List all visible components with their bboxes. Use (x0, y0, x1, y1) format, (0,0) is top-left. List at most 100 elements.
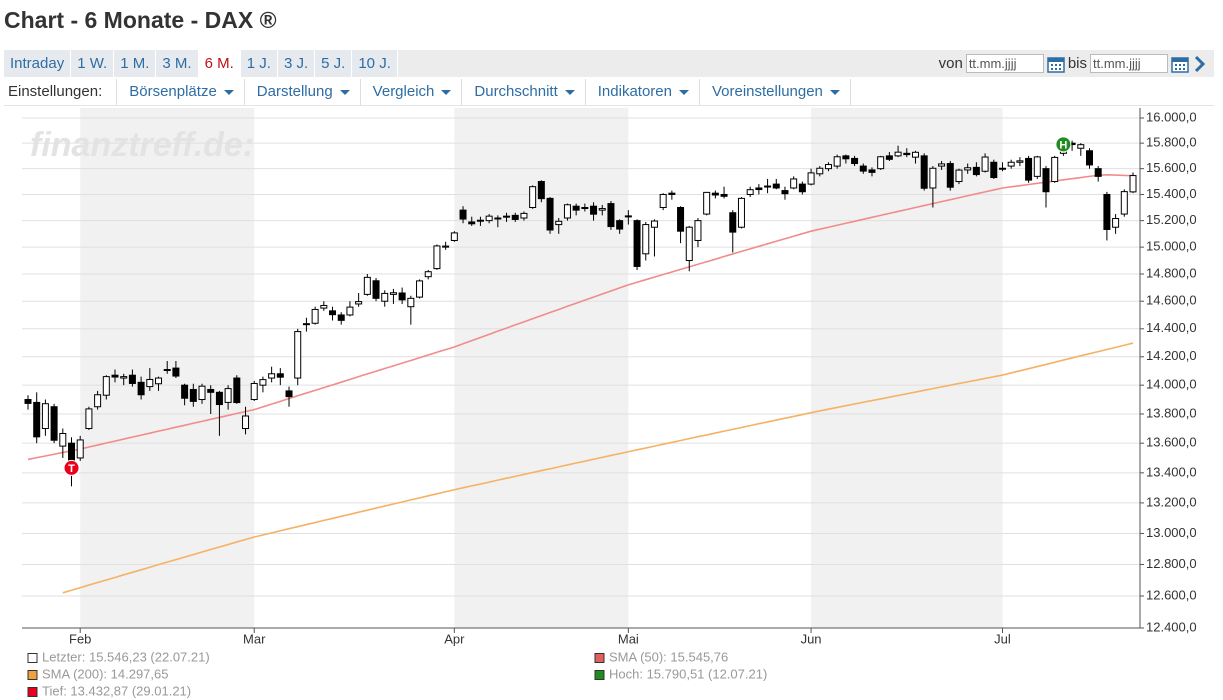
candle-body (259, 379, 267, 386)
candle-body (694, 220, 702, 241)
y-tick-label: 12.600,0 (1146, 587, 1197, 602)
candle-body (668, 192, 676, 195)
tab[interactable]: 10 J. (352, 50, 398, 77)
legend-label: Letzter: 15.546,23 (22.07.21) (42, 649, 210, 664)
candle-body (929, 167, 937, 189)
candle-body (746, 189, 754, 195)
tab[interactable]: 1 M. (114, 50, 157, 77)
month-band (811, 108, 1003, 628)
candle-body (389, 292, 397, 295)
candle-body (894, 151, 902, 157)
tab[interactable]: 3 J. (277, 50, 316, 77)
candle-body (346, 306, 354, 316)
calendar-icon[interactable] (1171, 55, 1189, 73)
page-title: Chart - 6 Monate - DAX ® (4, 7, 277, 33)
submit-arrow[interactable] (1192, 55, 1208, 73)
menu-dropdown[interactable]: Voreinstellungen (698, 79, 851, 105)
candle-body (624, 215, 632, 218)
ma-line (62, 342, 1134, 594)
y-tick-label: 14.400,0 (1146, 320, 1197, 335)
candle-body (946, 163, 954, 188)
tab[interactable]: 3 M. (156, 50, 199, 77)
candle-body (885, 155, 893, 160)
y-tick-label: 16.000,0 (1146, 109, 1197, 124)
tab[interactable]: 1 W. (71, 50, 115, 77)
tab[interactable]: 5 J. (315, 50, 353, 77)
candle-body (1085, 150, 1093, 166)
candle-body (824, 164, 832, 170)
y-tick-label: 14.000,0 (1146, 377, 1197, 392)
candle-body (207, 388, 215, 393)
candle-body (311, 308, 319, 324)
candle-body (85, 408, 93, 430)
candle-body (111, 374, 119, 378)
candle-body (1094, 168, 1102, 177)
tab[interactable]: Intraday (4, 50, 72, 77)
legend-label: SMA (200): 14.297,65 (42, 666, 168, 681)
tab[interactable]: 1 J. (240, 50, 278, 77)
calendar-icon[interactable] (1047, 55, 1065, 73)
candle-body (302, 323, 310, 326)
from-input[interactable]: tt.mm.jjjj (965, 54, 1044, 73)
y-tick-label: 13.000,0 (1146, 525, 1197, 540)
menu-dropdown[interactable]: Vergleich (359, 79, 462, 105)
candle-body (537, 181, 545, 200)
candle-body (1042, 168, 1050, 193)
candle-body (102, 376, 110, 396)
extreme-marker-label: H (1059, 139, 1067, 151)
extreme-marker (1055, 136, 1072, 153)
candle-body (772, 183, 780, 189)
candle-body (816, 167, 824, 175)
candle-body (329, 310, 337, 316)
tab[interactable]: 6 M. (198, 50, 241, 77)
candle-body (1033, 156, 1041, 177)
candle-body (242, 415, 250, 430)
candle-body (1120, 191, 1128, 215)
candle-body (215, 391, 223, 406)
to-label: bis (1067, 55, 1087, 72)
candle-body (485, 215, 493, 222)
menu-dropdown[interactable]: Darstellung (243, 79, 360, 105)
candle-body (76, 439, 84, 459)
candle-body (868, 169, 876, 173)
candle-body (459, 209, 467, 220)
candle-body (798, 183, 806, 193)
legend-label: Tief: 13.432,87 (29.01.21) (42, 683, 191, 698)
menu-dropdown[interactable]: Börsenplätze (116, 79, 244, 105)
extreme-marker-label: T (68, 463, 75, 475)
to-input[interactable]: tt.mm.jjjj (1090, 54, 1168, 73)
settings-bar: Einstellungen: Börsenplätze Darstellung Ve… (4, 79, 1214, 106)
candle-body (659, 193, 667, 209)
y-tick-label: 12.800,0 (1146, 556, 1197, 571)
candle-body (955, 169, 963, 183)
candle-body (198, 385, 206, 401)
candle-body (355, 301, 363, 305)
candle-body (1077, 144, 1085, 149)
x-tick-label: Jul (994, 631, 1011, 646)
candle-body (233, 377, 241, 404)
y-tick-label: 15.800,0 (1146, 135, 1197, 150)
candle-body (598, 208, 606, 211)
candle-body (155, 377, 163, 385)
candle-body (755, 187, 763, 191)
menu-dropdown[interactable]: Indikatoren (584, 79, 699, 105)
candle-body (128, 374, 136, 384)
y-tick-label: 13.400,0 (1146, 464, 1197, 479)
menu-dropdown[interactable]: Durchschnitt (461, 79, 584, 105)
candle-body (520, 212, 528, 219)
candle-body (790, 178, 798, 189)
candle-body (590, 205, 598, 215)
candle-body (685, 226, 693, 262)
candle-body (146, 378, 154, 388)
candle-body (833, 156, 841, 167)
candle-body (607, 203, 615, 228)
candle-body (59, 432, 67, 447)
y-tick-label: 14.600,0 (1146, 293, 1197, 308)
tab-bar: Intraday 1 W. 1 M. 3 M. 6 M. 1 J. 3 J. 5 J. 10 J… (4, 50, 1214, 77)
candle-body (1025, 157, 1033, 181)
candle-body (703, 191, 711, 215)
candle-body (337, 314, 345, 321)
candle-body (407, 297, 415, 308)
candle-body (729, 212, 737, 233)
